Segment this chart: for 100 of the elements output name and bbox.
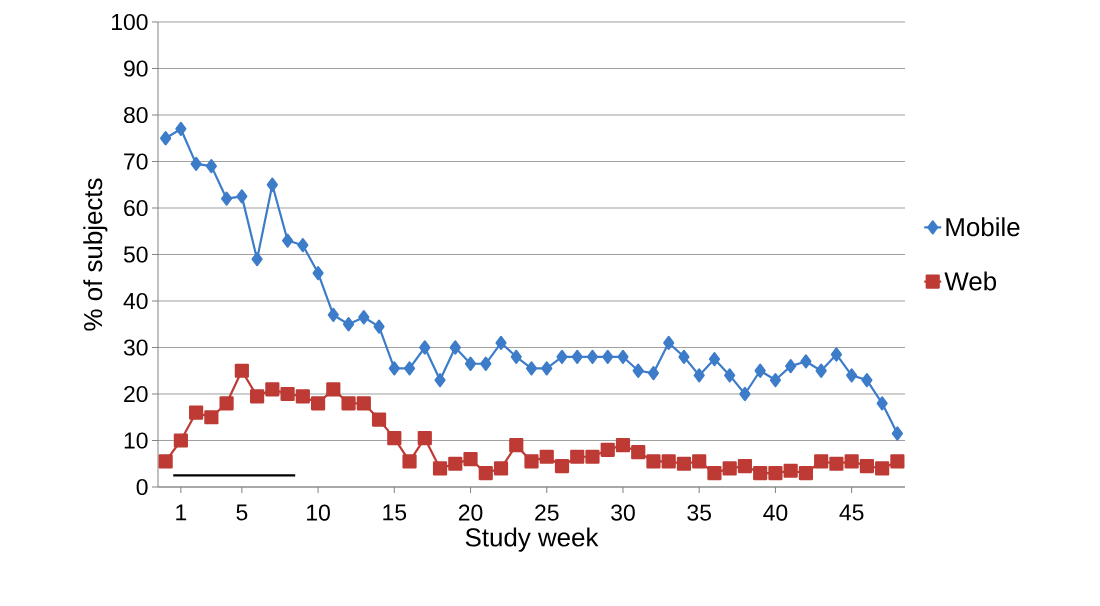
x-tick-label: 35 bbox=[687, 504, 711, 521]
point bbox=[844, 454, 859, 469]
point bbox=[785, 359, 797, 374]
x-tick-label: 15 bbox=[383, 504, 407, 521]
y-tick-label: 40 bbox=[123, 292, 148, 310]
x-tick-label: 30 bbox=[611, 504, 635, 521]
point bbox=[739, 386, 751, 402]
y-tick-label: 0 bbox=[136, 478, 148, 496]
point bbox=[297, 238, 309, 253]
point bbox=[160, 131, 172, 146]
point bbox=[798, 465, 814, 481]
point bbox=[434, 372, 446, 388]
point bbox=[678, 349, 690, 364]
point bbox=[341, 396, 356, 411]
point bbox=[846, 368, 858, 383]
point bbox=[463, 452, 478, 467]
point bbox=[708, 352, 721, 367]
point bbox=[371, 412, 387, 427]
point bbox=[432, 461, 448, 476]
point bbox=[615, 438, 631, 453]
point bbox=[861, 372, 873, 388]
point bbox=[205, 159, 217, 174]
point bbox=[402, 454, 417, 469]
point bbox=[891, 426, 903, 441]
point bbox=[388, 361, 400, 376]
point bbox=[829, 456, 844, 471]
y-tick-label: 70 bbox=[124, 153, 148, 170]
y-tick-label: 30 bbox=[123, 339, 148, 356]
point bbox=[646, 454, 661, 469]
point bbox=[158, 454, 173, 469]
x-tick-label: 45 bbox=[839, 504, 864, 521]
y-tick-label: 90 bbox=[124, 60, 148, 77]
point bbox=[556, 349, 568, 364]
point bbox=[387, 431, 402, 446]
point bbox=[692, 454, 707, 469]
point bbox=[647, 365, 660, 381]
point bbox=[602, 349, 614, 364]
y-tick-label: 80 bbox=[123, 106, 148, 124]
point bbox=[600, 442, 615, 457]
point bbox=[249, 389, 265, 404]
point bbox=[724, 368, 736, 383]
y-tick-label: 60 bbox=[124, 199, 148, 217]
point bbox=[221, 191, 233, 206]
point bbox=[509, 438, 524, 453]
point bbox=[236, 189, 248, 204]
point bbox=[539, 449, 554, 464]
point bbox=[495, 335, 507, 350]
point bbox=[815, 363, 827, 378]
point bbox=[737, 458, 753, 474]
point bbox=[326, 382, 341, 397]
point bbox=[190, 156, 202, 171]
point bbox=[586, 349, 599, 364]
point bbox=[464, 356, 477, 371]
x-tick-label: 40 bbox=[763, 504, 788, 521]
point bbox=[449, 340, 461, 355]
point bbox=[541, 361, 553, 376]
y-tick-label: 20 bbox=[124, 385, 148, 403]
point bbox=[554, 458, 570, 474]
point bbox=[448, 456, 463, 471]
point bbox=[768, 465, 783, 481]
y-tick-label: 100 bbox=[112, 13, 148, 31]
point bbox=[175, 121, 187, 137]
point bbox=[890, 454, 905, 469]
y-tick-label: 10 bbox=[124, 432, 148, 449]
point bbox=[173, 433, 188, 448]
y-tick-label: 50 bbox=[123, 246, 148, 263]
point bbox=[814, 454, 829, 469]
point bbox=[571, 349, 583, 364]
legend-label: Web bbox=[944, 271, 997, 291]
point bbox=[800, 354, 812, 369]
point bbox=[403, 361, 416, 376]
point bbox=[342, 317, 355, 332]
point bbox=[830, 347, 843, 362]
point bbox=[310, 396, 326, 411]
point bbox=[234, 363, 249, 378]
y-axis-title: % of subjects bbox=[83, 178, 108, 331]
point bbox=[280, 386, 295, 402]
point bbox=[769, 372, 782, 388]
point bbox=[617, 349, 629, 364]
point bbox=[373, 319, 385, 334]
point bbox=[265, 382, 280, 397]
point bbox=[661, 454, 676, 469]
x-axis-title: Study week bbox=[465, 527, 599, 552]
point bbox=[524, 454, 539, 469]
point bbox=[312, 266, 324, 281]
point bbox=[480, 356, 492, 371]
point bbox=[251, 252, 263, 267]
x-tick-label: 25 bbox=[535, 504, 559, 521]
point bbox=[493, 461, 509, 476]
point bbox=[875, 461, 890, 476]
x-tick-label: 1 bbox=[176, 504, 187, 521]
x-tick-label: 10 bbox=[307, 504, 330, 521]
point bbox=[358, 310, 370, 325]
point bbox=[419, 340, 431, 355]
x-tick-label: 20 bbox=[458, 504, 483, 521]
point bbox=[327, 307, 339, 323]
point bbox=[585, 449, 600, 464]
point bbox=[281, 233, 294, 248]
point bbox=[754, 363, 766, 378]
point bbox=[783, 463, 798, 478]
